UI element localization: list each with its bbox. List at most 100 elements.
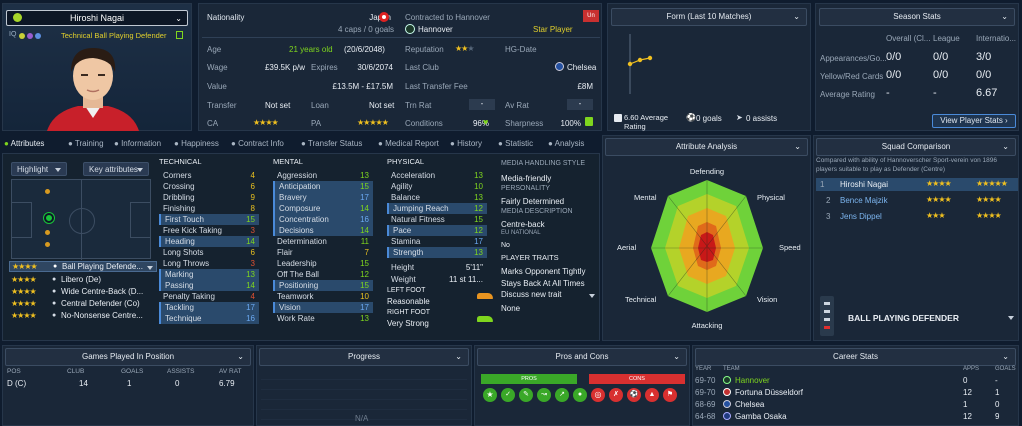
attr-marking[interactable]: Marking 13 [159,269,259,280]
tab-medical-report[interactable]: ● Medical Report [378,139,439,148]
squad-row[interactable]: 2 Bence Majzik ★★★★ ★★★★ [816,194,1018,207]
season-header[interactable]: Season Stats ⌄ [819,8,1015,26]
squad-row-selected[interactable]: 1 Hiroshi Nagai ★★★★ ★★★★★ [816,178,1018,191]
tab-training[interactable]: ● Training [68,139,104,148]
attr-stamina[interactable]: Stamina 17 [391,237,483,246]
tab-history[interactable]: ● History [450,139,482,148]
key-attributes-dropdown[interactable]: Key attributes [83,162,149,176]
role-row[interactable]: ★★★★ ● Central Defender (Co) [9,299,157,310]
form-header[interactable]: Form (Last 10 Matches) ⌄ [611,8,807,26]
attr-penalty[interactable]: Penalty Taking 4 [163,292,255,301]
con-target-icon[interactable]: ◎ [591,388,605,402]
tab-happiness[interactable]: ● Happiness [174,139,219,148]
analysis-header[interactable]: Attribute Analysis ⌄ [605,138,808,156]
attr-finishing[interactable]: Finishing 8 [163,204,255,213]
attr-strength[interactable]: Strength 13 [387,247,487,258]
attr-teamwork[interactable]: Teamwork 10 [277,292,369,301]
con-ball-icon[interactable]: ⚽ [627,388,641,402]
rating-icon [614,114,622,122]
view-player-stats-button[interactable]: View Player Stats › [932,114,1016,128]
pro-star-icon[interactable]: ★ [483,388,497,402]
pro-boot-icon[interactable]: ✓ [501,388,515,402]
con-cross-icon[interactable]: ✗ [609,388,623,402]
ca-label: CA [207,119,219,128]
squad-desc: Compared with ability of Hannoverscher S… [816,157,998,173]
height-row: Height 5'11" [391,263,483,272]
squad-name[interactable]: Jens Dippel [840,212,882,221]
chevron-right-icon: › [1005,116,1008,125]
squad-header[interactable]: Squad Comparison ⌄ [816,138,1016,156]
role-row[interactable]: ★★★★ ● No-Nonsense Centre... [9,311,157,322]
attr-free-kick[interactable]: Free Kick Taking 3 [163,226,255,235]
tab-analysis[interactable]: ● Analysis [548,139,585,148]
club-name[interactable]: Hannover [418,25,453,34]
role-row-selected[interactable]: ★★★★ ● Ball Playing Defende... [9,261,157,272]
loan-value[interactable]: Not set [369,101,395,110]
attr-crossing[interactable]: Crossing 6 [163,182,255,191]
con-boot-icon[interactable]: ▲ [645,388,659,402]
pro-pass-icon[interactable]: ↝ [537,388,551,402]
attr-pace[interactable]: Pace 12 [387,225,487,236]
attr-first-touch[interactable]: First Touch 15 [159,214,259,225]
attr-off-the-ball[interactable]: Off The Ball 12 [277,270,369,279]
attr-acceleration[interactable]: Acceleration 13 [391,171,483,180]
attr-balance[interactable]: Balance 13 [391,193,483,202]
attr-tackling[interactable]: Tackling 17 [159,302,259,313]
attr-flair[interactable]: Flair 7 [277,248,369,257]
attr-concentration[interactable]: Concentration 16 [273,214,373,225]
attr-vision[interactable]: Vision 17 [273,302,373,313]
attr-technique[interactable]: Technique 16 [159,313,259,324]
career-row[interactable]: 69-70 Fortuna Düsseldorf 12 1 [695,388,1000,397]
pro-trend-icon[interactable]: ↗ [555,388,569,402]
attr-work-rate[interactable]: Work Rate 13 [277,314,369,323]
career-row[interactable]: 69-70 Hannover 0 - [695,376,998,385]
squad-name[interactable]: Bence Majzik [840,196,888,205]
career-row[interactable]: 68-69 Chelsea 1 0 [695,400,1000,409]
attr-aggression[interactable]: Aggression 13 [277,171,369,180]
attr-composure[interactable]: Composure 14 [273,203,373,214]
attr-positioning[interactable]: Positioning 15 [273,280,373,291]
overview-divider [202,37,600,38]
games-header[interactable]: Games Played In Position ⌄ [5,348,251,366]
role-row[interactable]: ★★★★ ● Wide Centre-Back (D... [9,287,157,298]
attr-bravery[interactable]: Bravery 17 [273,192,373,203]
role-row[interactable]: ★★★★ ● Libero (De) [9,275,157,286]
progress-header[interactable]: Progress ⌄ [259,348,469,366]
discuss-trait-dropdown[interactable]: Discuss new trait [501,290,597,302]
attr-corners[interactable]: Corners 4 [163,171,255,180]
attr-passing[interactable]: Passing 14 [159,280,259,291]
attr-decisions[interactable]: Decisions 14 [273,225,373,236]
profile-name-bar[interactable]: Hiroshi Nagai ⌄ [6,10,188,26]
career-header[interactable]: Career Stats ⌄ [695,348,1016,366]
highlight-dropdown[interactable]: Highlight [11,162,67,176]
attr-leadership[interactable]: Leadership 15 [277,259,369,268]
season-col-1: Overall (Cl... [886,34,931,43]
pro-sword-icon[interactable]: ✎ [519,388,533,402]
pro-brain-icon[interactable]: ● [573,388,587,402]
attr-long-shots[interactable]: Long Shots 6 [163,248,255,257]
attr-determination[interactable]: Determination 11 [277,237,369,246]
attr-natural-fitness[interactable]: Natural Fitness 15 [391,215,483,224]
career-row[interactable]: 64-68 Gamba Osaka 12 9 [695,412,1000,421]
attr-long-throws[interactable]: Long Throws 3 [163,259,255,268]
transfer-value[interactable]: Not set [265,101,291,110]
con-flag-icon[interactable]: ⚑ [663,388,677,402]
tab-transfer-status[interactable]: ● Transfer Status [301,139,363,148]
tab-information[interactable]: ● Information [114,139,162,148]
attr-dribbling[interactable]: Dribbling 9 [163,193,255,202]
squad-name: Hiroshi Nagai [840,180,889,189]
tab-contract-info[interactable]: ● Contract Info [231,139,284,148]
clipboard-icon[interactable] [176,31,183,39]
overview-panel: Nationality Japan 4 caps / 0 goals Contr… [198,3,602,131]
position-dot [45,242,50,247]
squad-row[interactable]: 3 Jens Dippel ★★★ ★★★★ [816,210,1018,223]
lastclub-value[interactable]: Chelsea [567,63,597,72]
attr-heading[interactable]: Heading 14 [159,236,259,247]
tab-attributes[interactable]: ● Attributes [4,139,45,148]
attr-agility[interactable]: Agility 10 [391,182,483,191]
chevron-down-icon[interactable] [1008,316,1014,320]
attr-jumping-reach[interactable]: Jumping Reach 12 [387,203,487,214]
pros-cons-header[interactable]: Pros and Cons ⌄ [477,348,687,366]
tab-statistic[interactable]: ● Statistic [498,139,534,148]
attr-anticipation[interactable]: Anticipation 15 [273,181,373,192]
